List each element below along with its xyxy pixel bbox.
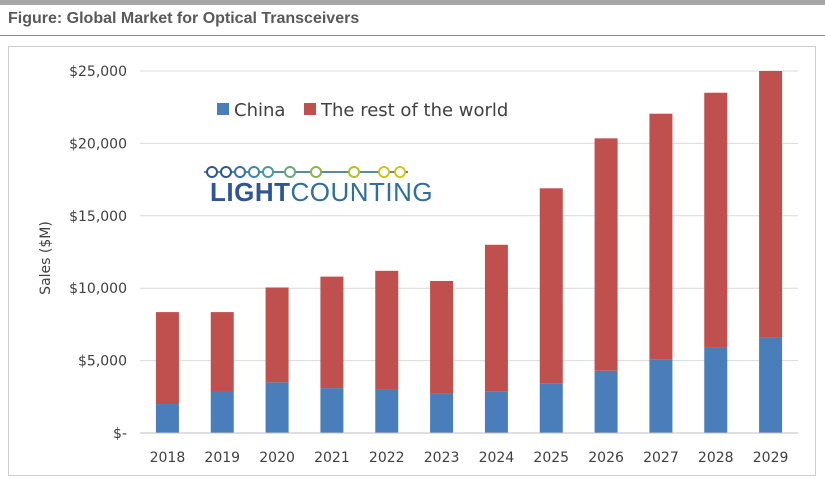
x-tick-label: 2024 bbox=[479, 450, 515, 466]
chart-frame bbox=[8, 46, 816, 476]
y-tick-label: $10,000 bbox=[69, 281, 127, 297]
x-tick-label: 2027 bbox=[643, 450, 679, 466]
logo-chain-node bbox=[206, 166, 218, 178]
logo-chain-node bbox=[378, 166, 390, 178]
title-divider bbox=[0, 35, 825, 36]
bar-china-2019 bbox=[210, 391, 234, 433]
gridlines bbox=[140, 70, 798, 362]
y-axis-ticks: $- $5,000 $10,000 $15,000 $20,000 $25,000 bbox=[69, 64, 127, 442]
logo-chain-node bbox=[234, 166, 246, 178]
x-tick-label: 2028 bbox=[698, 450, 734, 466]
bar-rest-of-world-2028 bbox=[704, 92, 728, 348]
bar-china-2025 bbox=[539, 383, 563, 433]
x-tick-label: 2029 bbox=[753, 450, 789, 466]
logo-text-counting: COUNTING bbox=[291, 177, 434, 207]
bar-china-2024 bbox=[484, 391, 508, 433]
bar-china-2023 bbox=[430, 393, 454, 433]
bar-china-2018 bbox=[155, 404, 179, 433]
bar-china-2027 bbox=[649, 359, 673, 433]
bar-rest-of-world-2018 bbox=[155, 312, 179, 405]
figure-title: Figure: Global Market for Optical Transc… bbox=[8, 10, 360, 27]
bar-rest-of-world-2020 bbox=[265, 287, 289, 383]
bar-rest-of-world-2021 bbox=[320, 276, 344, 389]
y-tick-label: $25,000 bbox=[69, 64, 127, 80]
logo-chain-node bbox=[348, 166, 360, 178]
bar-rest-of-world-2019 bbox=[210, 312, 234, 392]
y-tick-label: $20,000 bbox=[69, 136, 127, 152]
logo-chain-node bbox=[220, 166, 232, 178]
y-tick-label: $- bbox=[113, 426, 127, 442]
legend-swatch-rest-of-world bbox=[304, 103, 316, 115]
logo-chain-node bbox=[310, 166, 322, 178]
x-axis-ticks: 2018 2019 2020 2021 2022 2023 2024 2025 2026 2027… bbox=[150, 450, 789, 466]
legend-swatch-china bbox=[217, 103, 229, 115]
logo-text-light: LIGHT bbox=[210, 177, 291, 207]
x-tick-label: 2018 bbox=[150, 450, 186, 466]
top-border bbox=[0, 0, 825, 5]
y-axis-label: Sales ($M) bbox=[38, 221, 54, 295]
legend-label-china: China bbox=[234, 100, 285, 121]
logo-chain-node bbox=[394, 166, 406, 178]
legend-label-rest-of-world: The rest of the world bbox=[320, 100, 508, 121]
y-tick-label: $15,000 bbox=[69, 209, 127, 225]
lightcounting-logo: LIGHTCOUNTING bbox=[204, 166, 433, 207]
bar-rest-of-world-2023 bbox=[430, 280, 454, 394]
y-tick-label: $5,000 bbox=[78, 354, 127, 370]
bar-china-2028 bbox=[704, 347, 728, 433]
bar-rest-of-world-2027 bbox=[649, 113, 673, 360]
logo-chain-icon bbox=[204, 166, 408, 178]
bar-rest-of-world-2029 bbox=[759, 71, 783, 338]
bar-china-2026 bbox=[594, 370, 618, 433]
x-tick-label: 2023 bbox=[424, 450, 460, 466]
bar-rest-of-world-2022 bbox=[375, 270, 399, 390]
bar-rest-of-world-2024 bbox=[484, 244, 508, 392]
x-tick-label: 2025 bbox=[533, 450, 569, 466]
bar-china-2022 bbox=[375, 389, 399, 433]
logo-chain-node bbox=[262, 166, 274, 178]
bar-china-2021 bbox=[320, 388, 344, 433]
x-tick-label: 2019 bbox=[204, 450, 240, 466]
x-tick-label: 2022 bbox=[369, 450, 405, 466]
x-tick-label: 2021 bbox=[314, 450, 350, 466]
bar-china-2020 bbox=[265, 382, 289, 433]
x-tick-label: 2026 bbox=[588, 450, 624, 466]
logo-chain-node bbox=[248, 166, 260, 178]
legend: China The rest of the world bbox=[217, 100, 508, 121]
logo-chain-node bbox=[284, 166, 296, 178]
bars bbox=[155, 71, 783, 433]
bar-rest-of-world-2026 bbox=[594, 138, 618, 371]
bar-china-2029 bbox=[759, 337, 783, 433]
logo-wordmark: LIGHTCOUNTING bbox=[210, 177, 433, 207]
x-tick-label: 2020 bbox=[259, 450, 295, 466]
bar-rest-of-world-2025 bbox=[539, 188, 563, 384]
